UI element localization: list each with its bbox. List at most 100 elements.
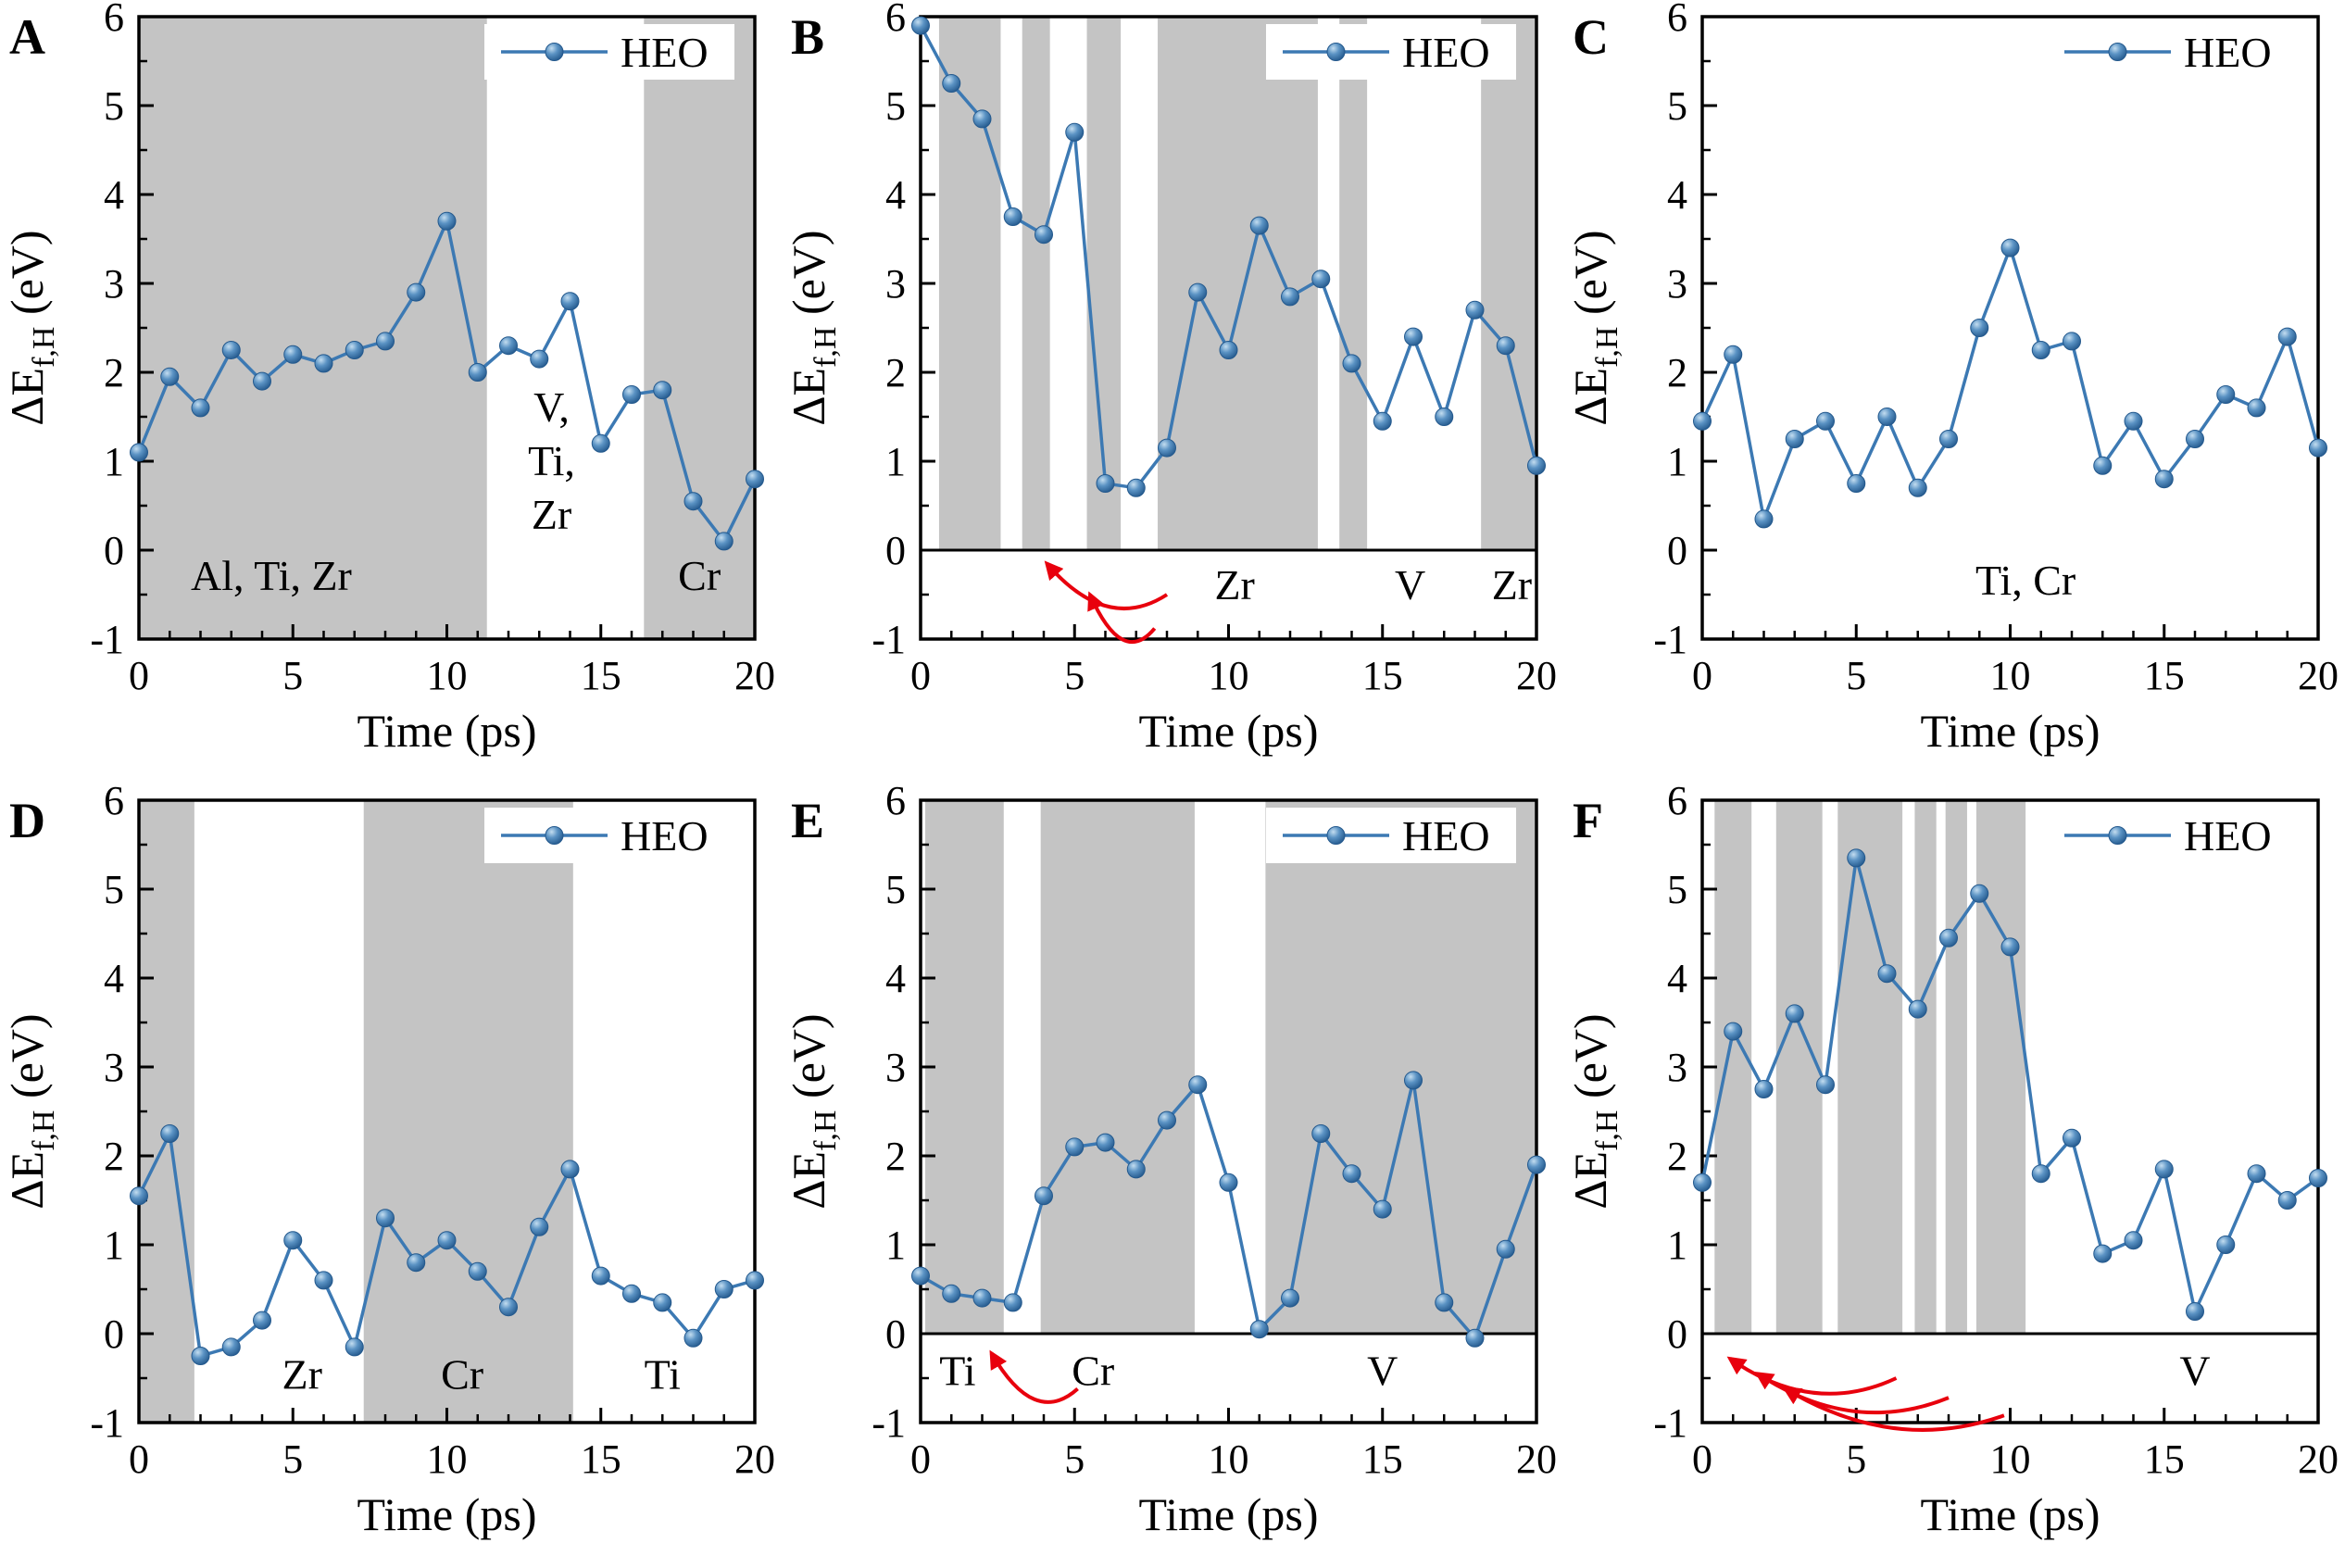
data-point: [591, 433, 610, 453]
x-tick-label: 10: [1990, 1436, 2031, 1482]
y-tick-label: -1: [872, 1400, 906, 1446]
data-point: [2277, 1191, 2297, 1210]
data-point: [942, 1284, 961, 1303]
data-point: [2093, 1244, 2113, 1263]
data-point: [1158, 438, 1176, 458]
y-tick-label: 2: [885, 1134, 906, 1179]
data-point: [2309, 1169, 2327, 1187]
y-tick-label: 3: [885, 261, 906, 307]
x-axis-label: Time (ps): [1138, 1488, 1318, 1540]
data-point: [1158, 1110, 1176, 1130]
transfer-arrow: [1044, 560, 1169, 610]
x-axis-label: Time (ps): [357, 705, 536, 757]
region-label: Ti: [939, 1348, 975, 1395]
y-tick-label: 0: [885, 528, 906, 573]
y-tick-label: -1: [1653, 1400, 1687, 1446]
data-point: [1065, 122, 1085, 142]
legend-marker: [1326, 43, 1346, 61]
data-point: [1219, 1173, 1238, 1192]
transfer-arrow: [1754, 1372, 1950, 1415]
data-point: [1754, 1080, 1774, 1098]
x-tick-label: 20: [2298, 1436, 2339, 1482]
data-point: [1496, 1239, 1515, 1259]
data-point: [468, 363, 487, 382]
y-tick-label: 5: [1667, 867, 1687, 912]
data-point: [560, 1160, 580, 1179]
region-label: Cr: [678, 552, 721, 599]
data-point: [591, 1266, 610, 1286]
panel-letter: D: [9, 793, 45, 848]
y-tick-label: 1: [1667, 1223, 1687, 1268]
data-point: [714, 1280, 734, 1298]
data-point: [1465, 1328, 1485, 1348]
y-axis-label: ΔEf,H (eV): [1564, 1013, 1624, 1209]
x-axis-label: Time (ps): [1920, 1488, 2100, 1540]
y-tick-label: 3: [104, 261, 124, 307]
y-tick-label: 4: [104, 172, 124, 218]
data-point: [2000, 937, 2020, 957]
y-axis-ticks: -1 0 1 2 3 4 5 6: [90, 0, 154, 662]
x-tick-label: 5: [1846, 1436, 1866, 1482]
region-label: V: [2179, 1348, 2210, 1395]
y-tick-label: -1: [1653, 617, 1687, 662]
y-tick-label: 1: [885, 439, 906, 484]
data-point: [253, 371, 271, 391]
transfer-arrow: [1726, 1356, 1898, 1396]
x-tick-label: 5: [1064, 653, 1085, 698]
y-tick-label: 4: [885, 172, 906, 218]
y-tick-label: 0: [1667, 1311, 1687, 1357]
data-point: [1096, 474, 1115, 493]
data-point: [1877, 964, 1897, 984]
data-point: [530, 349, 549, 369]
data-point: [1908, 478, 1927, 497]
legend-label: HEO: [2184, 29, 2272, 76]
x-tick-label: 10: [1990, 653, 2031, 698]
y-tick-label: 2: [104, 350, 124, 395]
shaded-band: [644, 17, 755, 639]
y-tick-label: 0: [1667, 528, 1687, 573]
panel-e: -1 0 1 2 3 4 5 6 0 5 10 15 20 HEO Ti Cr V E Time (ps) ΔEf,H…: [782, 784, 1563, 1567]
x-axis-ticks: 0 5 10 15 20: [1692, 1408, 2339, 1482]
legend-marker: [2108, 43, 2127, 61]
data-point: [191, 398, 210, 418]
data-point: [1281, 1288, 1299, 1308]
legend-label: HEO: [2184, 812, 2272, 859]
panel-letter: C: [1573, 9, 1609, 65]
data-point: [1970, 319, 1989, 337]
x-tick-label: 15: [1362, 1436, 1403, 1482]
data-point: [2154, 470, 2174, 489]
y-tick-label: 1: [1667, 439, 1687, 484]
y-tick-label: 1: [104, 1223, 124, 1268]
data-point: [221, 1337, 241, 1357]
data-point: [1126, 1160, 1146, 1179]
data-point: [1281, 287, 1299, 307]
data-point: [437, 211, 457, 231]
data-point: [376, 332, 395, 351]
x-tick-label: 0: [1692, 1436, 1712, 1482]
data-point: [1785, 1004, 1804, 1023]
data-point: [283, 1231, 303, 1250]
x-tick-label: 15: [2144, 653, 2185, 698]
y-tick-label: 6: [104, 0, 124, 40]
region-label: V: [1395, 561, 1425, 608]
data-point: [407, 1253, 426, 1273]
data-point: [1188, 1075, 1208, 1095]
y-tick-label: 4: [885, 956, 906, 1001]
data-point: [2247, 398, 2266, 418]
x-tick-label: 5: [1064, 1436, 1085, 1482]
data-point: [2093, 456, 2113, 475]
shaded-band: [924, 800, 1004, 1334]
y-tick-label: 3: [885, 1045, 906, 1090]
data-point: [622, 1284, 641, 1303]
data-point: [1816, 411, 1835, 431]
y-tick-label: 6: [885, 0, 906, 40]
data-point: [1496, 336, 1515, 356]
legend: HEO: [2048, 24, 2298, 80]
y-tick-label: -1: [872, 617, 906, 662]
shaded-band: [1837, 800, 1903, 1334]
region-label: V: [1367, 1348, 1398, 1395]
data-point: [2216, 385, 2236, 404]
